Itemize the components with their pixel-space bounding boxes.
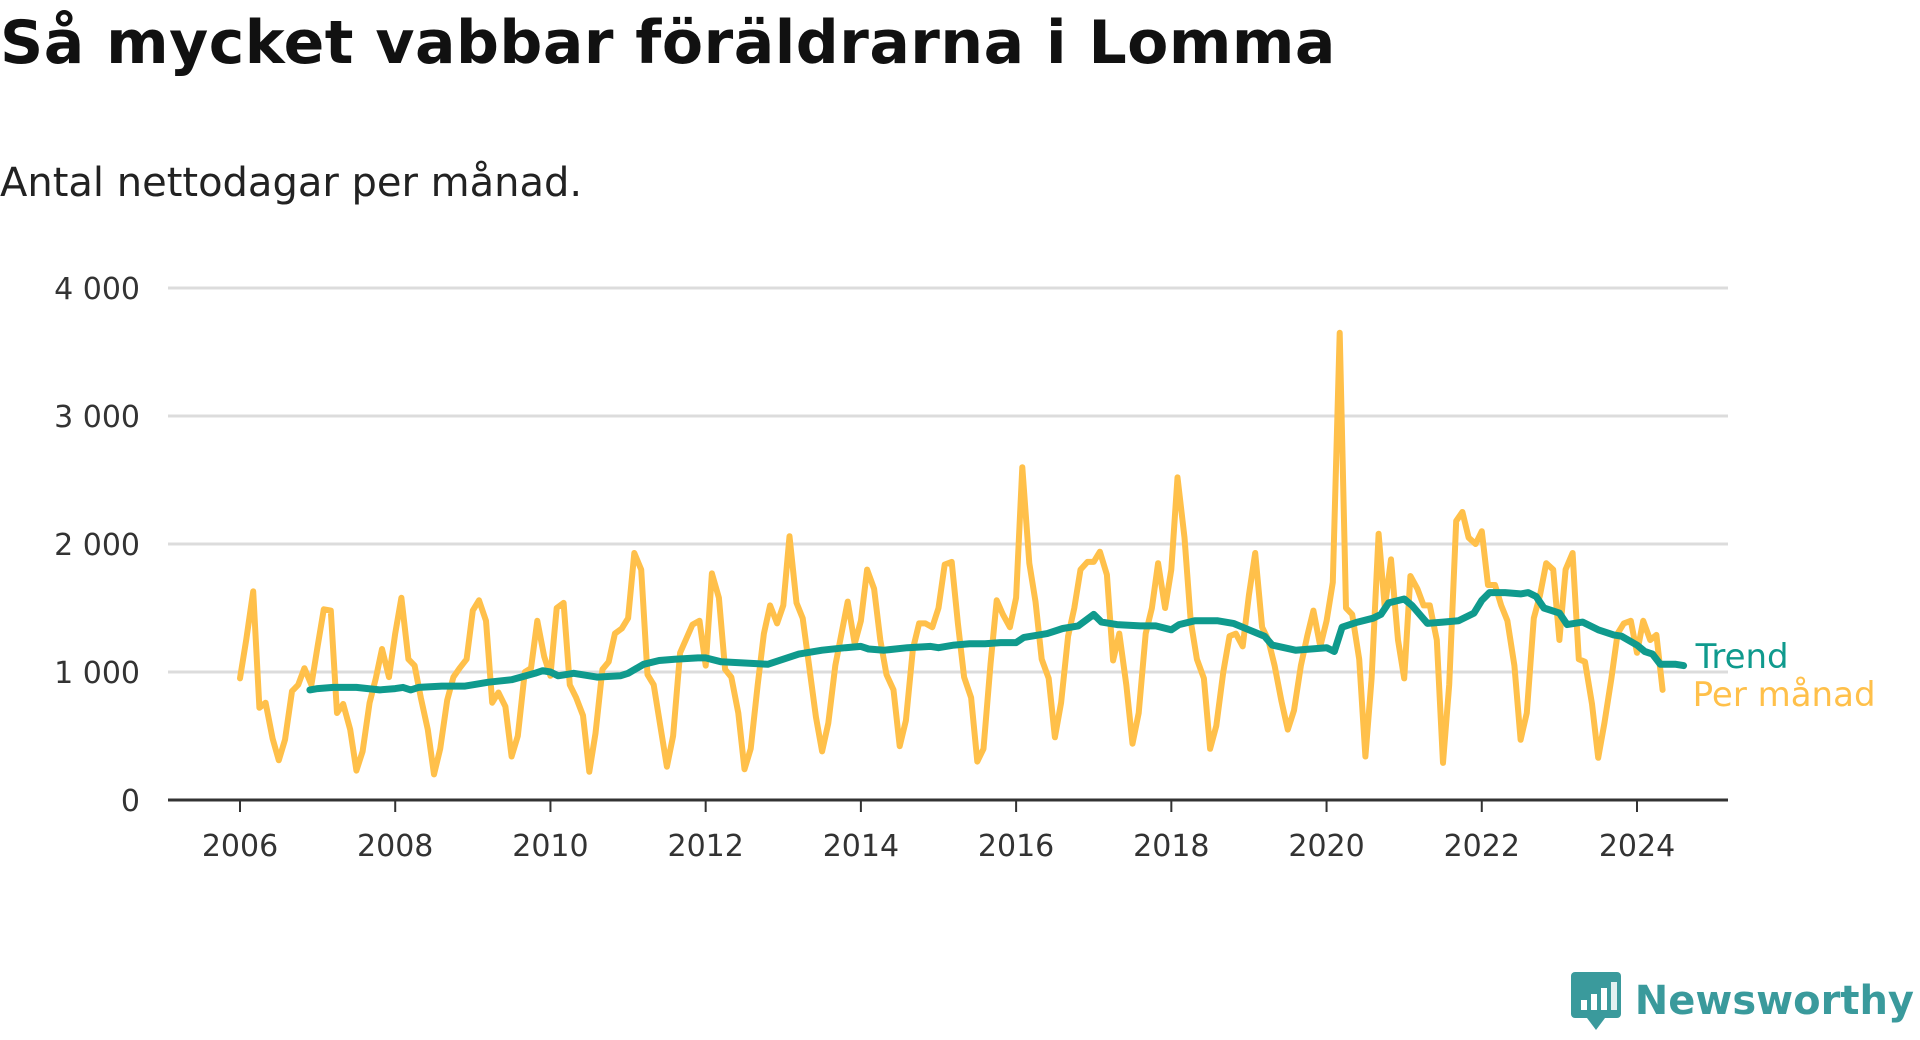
series-line-per-manad	[237, 329, 1666, 778]
x-tick-label: 2020	[1288, 829, 1364, 864]
y-tick-label: 2 000	[54, 528, 140, 563]
y-tick-label: 0	[121, 784, 140, 819]
y-tick-label: 3 000	[54, 400, 140, 435]
series-label-per-manad: Per månad	[1693, 675, 1876, 715]
series-label-trend: Trend	[1695, 637, 1789, 677]
x-tick-label: 2024	[1599, 829, 1675, 864]
newsworthy-logo-text: Newsworthy	[1634, 978, 1914, 1024]
y-tick-label: 4 000	[54, 272, 140, 307]
newsworthy-logo-icon	[1570, 972, 1621, 1030]
newsworthy-logo: Newsworthy	[1569, 970, 1914, 1032]
x-tick-label: 2006	[202, 829, 278, 864]
chart-subtitle: Antal nettodagar per månad.	[0, 160, 583, 206]
x-tick-label: 2018	[1133, 829, 1209, 864]
series-line-trend	[306, 589, 1688, 694]
x-tick-label: 2012	[667, 829, 743, 864]
chart-title: Så mycket vabbar föräldrarna i Lomma	[0, 8, 1336, 78]
x-tick-label: 2022	[1444, 829, 1520, 864]
x-tick-label: 2016	[978, 829, 1054, 864]
x-tick-label: 2008	[357, 829, 433, 864]
y-tick-label: 1 000	[54, 656, 140, 691]
x-tick-label: 2014	[823, 829, 899, 864]
x-tick-label: 2010	[512, 829, 588, 864]
